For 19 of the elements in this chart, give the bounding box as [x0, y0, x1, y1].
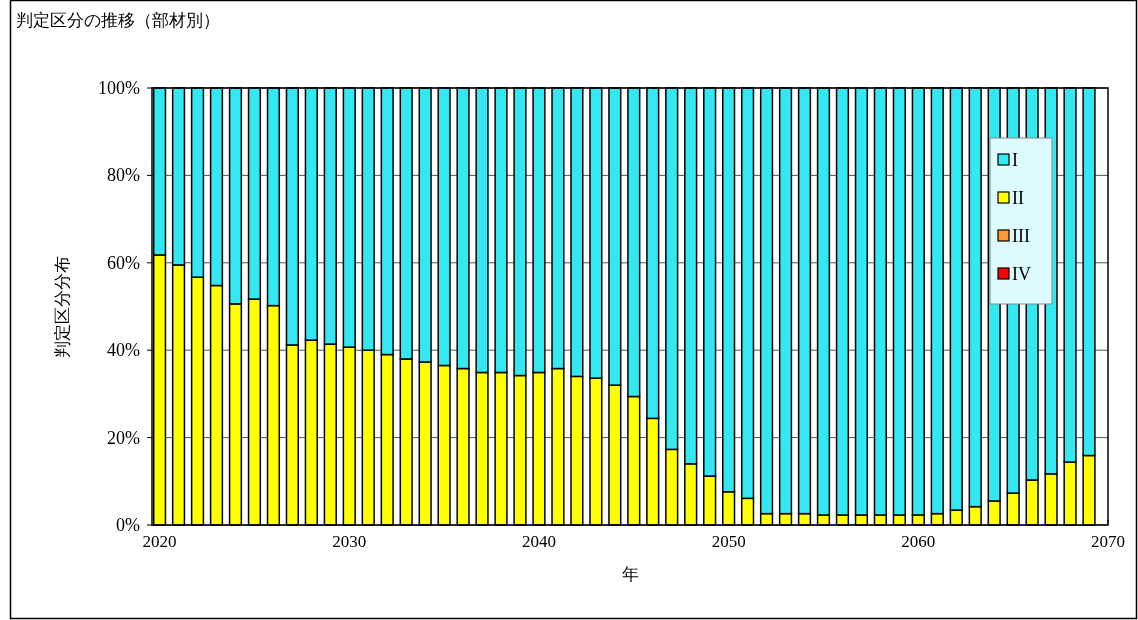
y-axis-title: 判定区分分布: [53, 255, 72, 358]
y-tick-label: 80%: [107, 165, 140, 186]
y-tick-label: 40%: [107, 340, 140, 361]
y-tick-label: 100%: [98, 78, 140, 98]
legend-label: II: [1012, 188, 1024, 208]
y-tick-label: 0%: [116, 515, 140, 535]
x-tick-label: 2060: [901, 532, 936, 551]
x-tick-label: 2040: [521, 532, 556, 551]
chart-title: 判定区分の推移（部材別）: [16, 11, 220, 30]
x-tick-label: 2030: [332, 532, 367, 551]
x-tick-label: 2070: [1091, 532, 1125, 551]
x-axis-title: 年: [621, 565, 639, 584]
x-tick-label: 2020: [142, 532, 177, 551]
legend-label: I: [1012, 150, 1018, 170]
y-tick-label: 60%: [107, 252, 140, 273]
x-tick-label: 2050: [711, 532, 746, 551]
legend-label: III: [1012, 226, 1030, 246]
legend-label: IV: [1012, 264, 1031, 284]
y-tick-label: 20%: [107, 427, 140, 448]
